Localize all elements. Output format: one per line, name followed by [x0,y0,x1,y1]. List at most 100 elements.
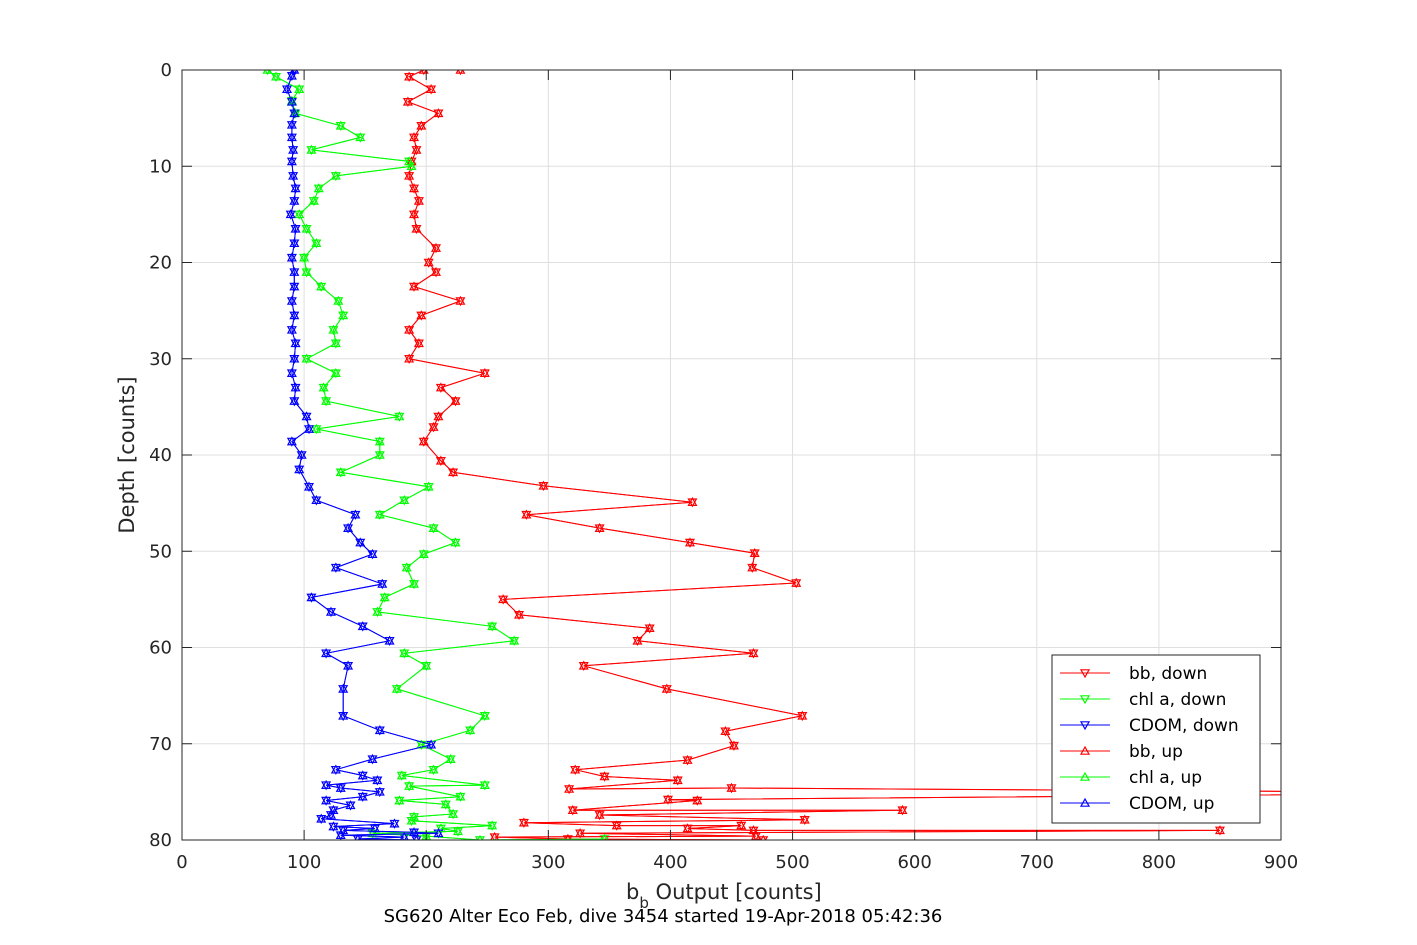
data-point [286,436,297,446]
data-point [599,771,610,781]
data-point [391,683,402,693]
data-point [428,764,439,774]
data-point [355,537,366,547]
data-point [394,411,405,421]
data-point [377,578,388,588]
data-point [290,382,301,392]
data-point [682,754,693,764]
legend-label: chl a, down [1129,690,1226,710]
legend-entry: CDOM, up [1060,794,1214,814]
data-point [289,195,300,205]
data-point [330,170,341,180]
data-point [335,829,346,839]
data-point [372,606,383,616]
data-point [799,814,810,824]
data-point [286,156,297,166]
data-point [423,481,434,491]
data-point [289,310,300,320]
data-point [330,562,341,572]
data-point [408,281,420,291]
data-point [338,825,349,835]
data-point [435,823,446,833]
data-point [286,132,297,142]
data-point [325,809,336,819]
data-point [285,209,296,219]
data-point [330,367,341,377]
legend-label: CDOM, down [1129,716,1239,736]
data-point [445,753,456,763]
data-point [498,594,509,604]
data-point [338,710,349,720]
data-point [413,338,424,348]
y-tick-label: 80 [149,830,172,851]
data-point [335,467,346,477]
data-point [311,238,322,248]
data-point [399,495,410,505]
y-tick-label: 60 [149,638,172,659]
data-point [594,522,605,532]
x-axis-label-subscript: b [639,894,649,912]
data-point [450,395,461,405]
legend: bb, down chl a, down CDOM, down bb, up chl a… [1051,654,1261,824]
data-point [374,725,385,735]
data-point [289,395,300,405]
legend-marker [1079,695,1091,705]
data-point [413,195,424,205]
data-point [578,660,589,670]
legend-entry: bb, up [1060,742,1183,762]
data-point [379,592,390,602]
data-point [747,562,758,572]
data-point [720,726,731,736]
data-point [408,209,420,219]
data-point [294,209,305,219]
legend-entry: chl a, up [1060,768,1202,788]
data-point [684,537,696,547]
data-point [289,266,300,276]
data-point [748,825,759,835]
data-point [286,252,297,262]
data-point [311,423,322,433]
y-tick-label: 70 [149,734,172,755]
data-point [726,782,737,792]
data-point [490,831,500,840]
data-point [632,635,643,645]
data-point [301,266,312,276]
legend-marker [1079,669,1091,679]
data-point [408,578,420,588]
data-point [355,132,366,142]
data-point [306,144,317,154]
data-point [404,170,415,180]
data-point [301,411,312,421]
data-point [402,96,413,106]
legend-marker [1079,771,1091,781]
data-point [428,421,439,431]
data-point [311,495,322,505]
data-point [343,660,354,670]
data-point [455,70,466,74]
data-point [521,509,532,519]
data-point [797,710,808,720]
data-point [389,818,400,828]
y-tick-label: 50 [149,541,172,562]
legend-label: chl a, up [1129,768,1202,788]
data-point [564,783,575,793]
legend-label: bb, down [1129,664,1207,684]
data-point [433,828,444,838]
x-tick-label: 100 [287,852,321,873]
data-point [318,382,329,392]
data-point [748,648,759,658]
data-point [426,739,437,749]
data-point [262,70,273,74]
data-point [487,621,498,631]
data-point [662,794,674,804]
data-point [313,183,324,193]
data-point [369,823,380,833]
data-point [455,791,466,801]
data-point [290,183,301,193]
data-point [357,791,368,801]
data-point [303,423,315,433]
data-point [338,683,349,693]
data-point [404,780,415,790]
data-point [418,548,429,558]
